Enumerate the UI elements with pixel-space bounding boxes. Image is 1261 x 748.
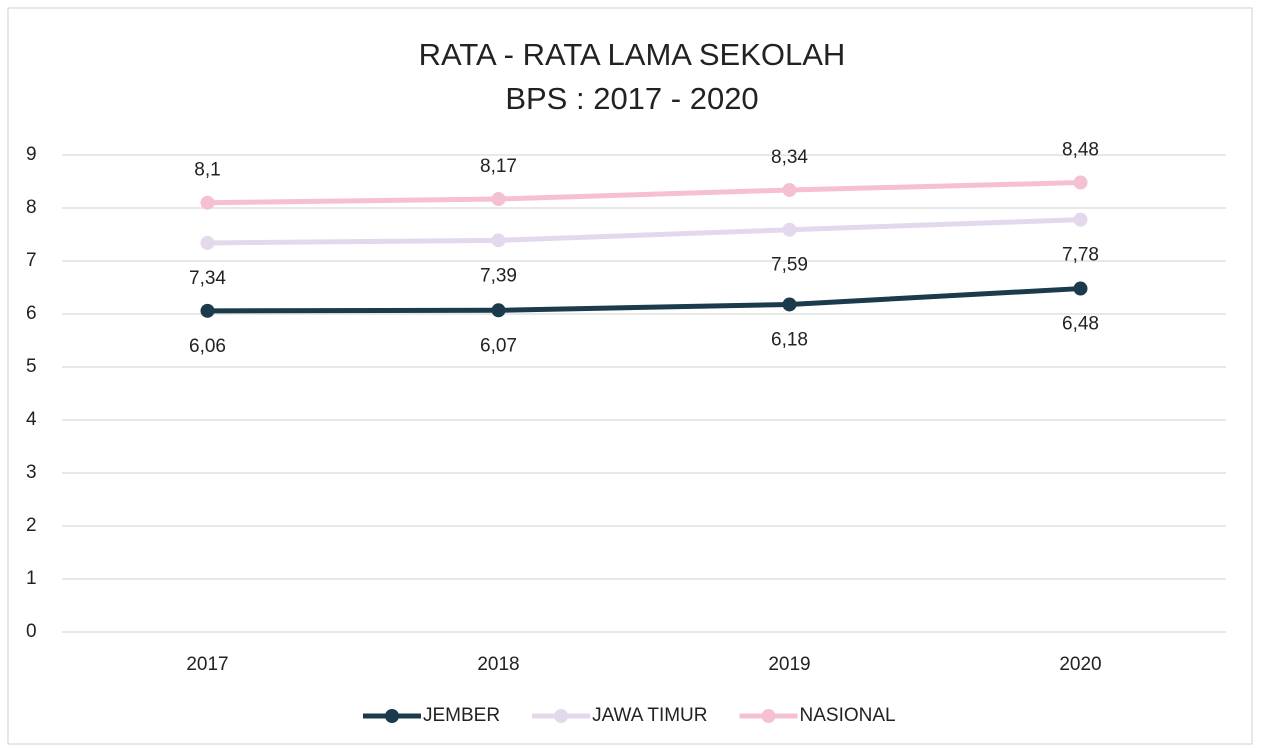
data-point: [200, 303, 215, 318]
data-label: 6,48: [1062, 314, 1099, 335]
y-tick-label: 3: [26, 462, 37, 483]
series-line: [207, 286, 1081, 314]
data-point: [200, 195, 215, 210]
data-point: [782, 297, 797, 312]
data-point: [491, 303, 506, 318]
data-label: 8,34: [771, 147, 808, 168]
legend-swatch-dot: [385, 709, 399, 723]
data-label: 7,34: [189, 268, 226, 289]
x-tick-label: 2017: [186, 654, 228, 675]
data-label: 8,48: [1062, 140, 1099, 161]
y-tick-label: 5: [26, 356, 37, 377]
y-tick-label: 9: [26, 144, 37, 165]
data-label: 7,39: [480, 265, 517, 286]
legend-swatch-dot: [554, 709, 569, 723]
y-tick-label: 0: [26, 621, 37, 642]
y-tick-label: 7: [26, 250, 37, 271]
data-point: [782, 182, 797, 197]
y-tick-label: 8: [26, 197, 37, 218]
legend-swatch-dot: [761, 709, 776, 723]
data-point: [782, 222, 797, 237]
legend-label: JEMBER: [423, 705, 500, 726]
x-tick-label: 2020: [1059, 654, 1101, 675]
data-label: 8,17: [480, 156, 517, 177]
data-point: [1073, 175, 1088, 190]
y-tick-label: 4: [26, 409, 37, 430]
chart-border: [7, 7, 1253, 745]
chart-title: RATA - RATA LAMA SEKOLAH: [419, 37, 846, 72]
legend-label: JAWA TIMUR: [592, 705, 707, 726]
data-point: [200, 235, 215, 250]
data-label: 7,59: [771, 255, 808, 276]
y-tick-label: 2: [26, 515, 37, 536]
data-point: [1073, 281, 1088, 296]
data-label: 7,78: [1062, 245, 1099, 266]
data-point: [491, 191, 506, 206]
x-tick-label: 2019: [768, 654, 810, 675]
data-label: 8,1: [194, 160, 220, 181]
data-point: [491, 233, 506, 248]
data-point: [1073, 212, 1088, 227]
x-tick-label: 2018: [477, 654, 519, 675]
y-tick-label: 6: [26, 303, 37, 324]
series-line: [207, 180, 1081, 206]
y-tick-label: 1: [26, 568, 37, 589]
series-line: [207, 217, 1081, 246]
data-label: 6,06: [189, 336, 226, 357]
data-label: 6,18: [771, 329, 808, 350]
data-label: 6,07: [480, 335, 517, 356]
legend-label: NASIONAL: [800, 705, 896, 726]
chart-subtitle: BPS : 2017 - 2020: [505, 81, 758, 116]
